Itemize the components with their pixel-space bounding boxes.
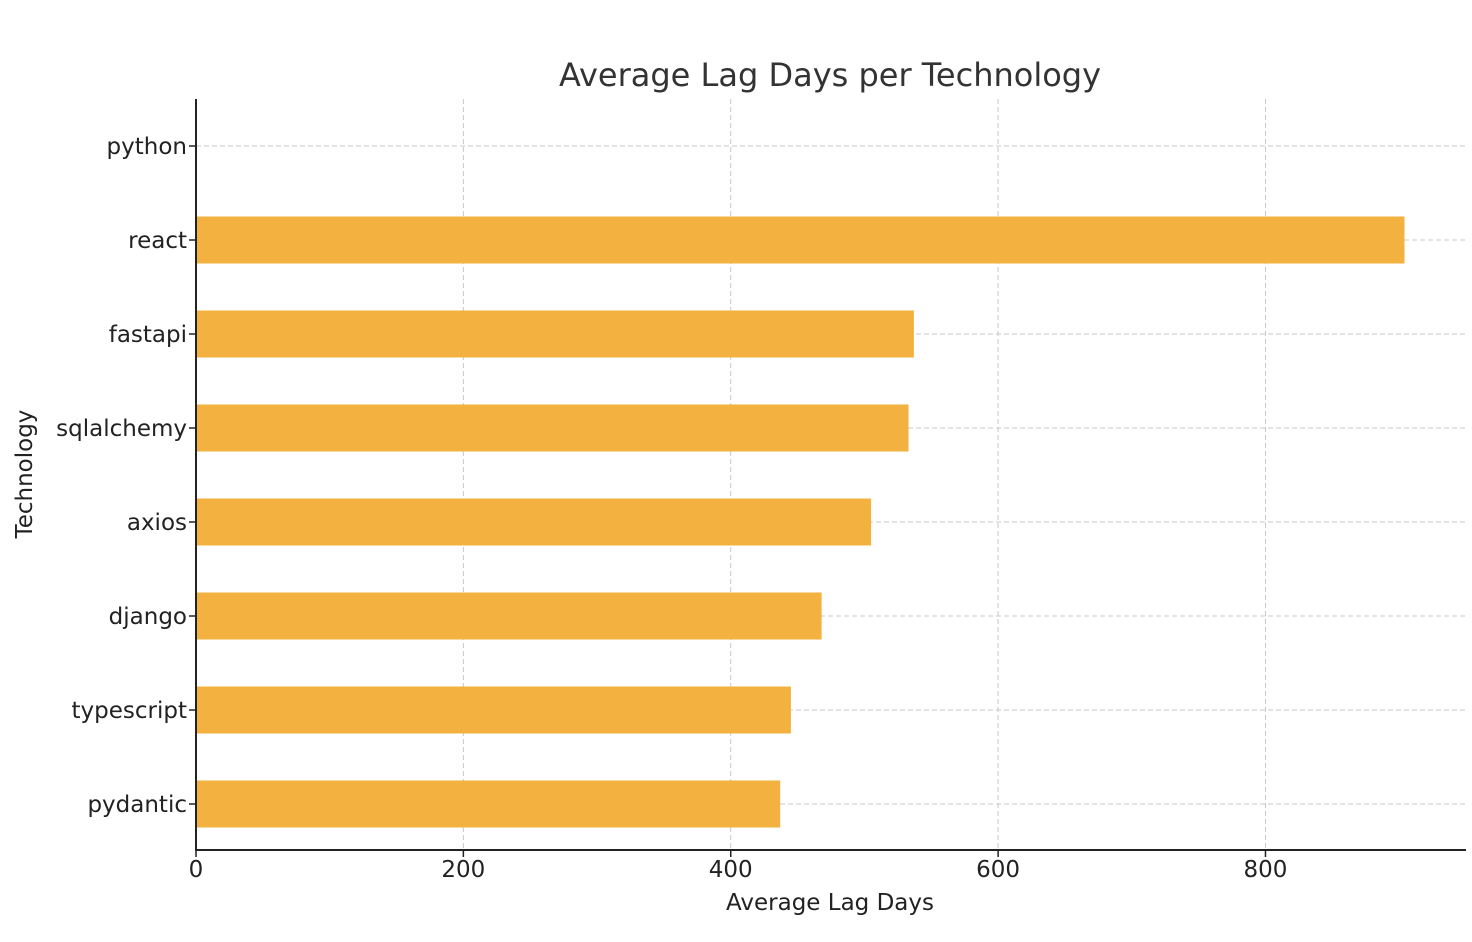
y-axis-label: Technology (12, 410, 38, 540)
chart-title: Average Lag Days per Technology (559, 56, 1101, 94)
bar-sqlalchemy (196, 404, 909, 452)
y-tick-label-axios: axios (127, 510, 187, 536)
y-tick-label-pydantic: pydantic (87, 792, 187, 818)
bar-fastapi (196, 310, 914, 358)
y-tick-label-python: python (107, 134, 187, 160)
y-ticks: python react fastapi sqlalchemy axios django t… (56, 134, 196, 818)
y-tick-label-fastapi: fastapi (109, 322, 187, 348)
x-ticks: 0 200 400 600 800 (189, 850, 1288, 883)
y-tick-label-sqlalchemy: sqlalchemy (56, 416, 187, 442)
bars (196, 216, 1405, 828)
bar-axios (196, 498, 872, 546)
bar-typescript (196, 686, 791, 734)
grid (195, 99, 1466, 850)
x-tick-label: 800 (1244, 857, 1288, 883)
y-tick-label-django: django (109, 604, 187, 630)
x-tick-label: 200 (441, 857, 485, 883)
x-axis-label: Average Lag Days (726, 890, 934, 916)
x-tick-label: 400 (709, 857, 753, 883)
bar-react (196, 216, 1405, 264)
x-tick-label: 0 (189, 857, 204, 883)
y-tick-label-typescript: typescript (72, 698, 187, 724)
bar-pydantic (196, 780, 781, 828)
axes (195, 99, 1466, 851)
y-tick-label-react: react (128, 228, 187, 254)
bar-django (196, 592, 822, 640)
x-tick-label: 600 (976, 857, 1020, 883)
